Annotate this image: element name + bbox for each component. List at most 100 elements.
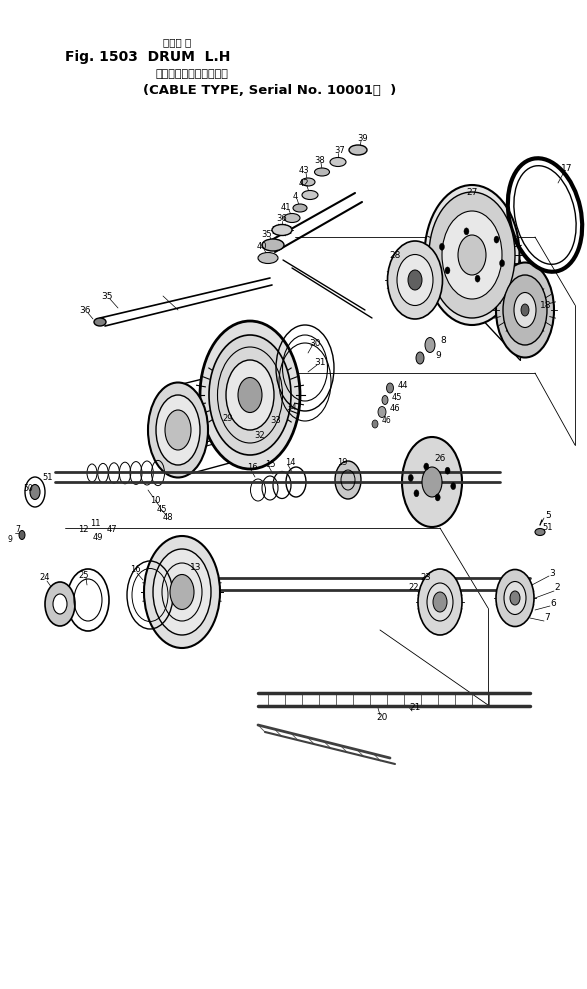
Ellipse shape: [144, 536, 220, 648]
Text: 36: 36: [79, 306, 91, 315]
Text: 9: 9: [435, 350, 441, 359]
Text: 22: 22: [409, 584, 419, 592]
Ellipse shape: [258, 252, 278, 263]
Text: 51: 51: [543, 523, 554, 532]
Ellipse shape: [335, 461, 361, 499]
Text: 8: 8: [440, 335, 446, 344]
Text: 15: 15: [265, 460, 275, 469]
Ellipse shape: [262, 239, 284, 251]
Ellipse shape: [330, 157, 346, 166]
Text: 50: 50: [23, 484, 33, 493]
Text: 46: 46: [390, 404, 400, 412]
Ellipse shape: [372, 420, 378, 428]
Text: 37: 37: [335, 145, 345, 154]
Ellipse shape: [301, 178, 315, 186]
Ellipse shape: [535, 528, 545, 535]
Text: 47: 47: [107, 525, 117, 534]
Ellipse shape: [418, 569, 462, 635]
Text: 6: 6: [550, 598, 556, 607]
Ellipse shape: [226, 360, 274, 430]
Text: Fig. 1503  DRUM  L.H: Fig. 1503 DRUM L.H: [65, 50, 230, 64]
Ellipse shape: [445, 267, 450, 274]
Text: 23: 23: [421, 574, 431, 583]
Text: 39: 39: [357, 134, 368, 142]
Text: (CABLE TYPE, Serial No. 10001～  ): (CABLE TYPE, Serial No. 10001～ ): [143, 83, 396, 97]
Ellipse shape: [387, 241, 443, 319]
Ellipse shape: [435, 494, 440, 501]
Ellipse shape: [382, 396, 388, 405]
Ellipse shape: [272, 225, 292, 235]
Text: 32: 32: [255, 430, 265, 439]
Text: 30: 30: [309, 338, 321, 347]
Ellipse shape: [148, 383, 208, 478]
Ellipse shape: [386, 383, 393, 393]
Ellipse shape: [500, 260, 505, 267]
Text: 16: 16: [130, 566, 140, 575]
Ellipse shape: [433, 592, 447, 612]
Text: 10: 10: [150, 495, 160, 504]
Text: 18: 18: [540, 301, 552, 310]
Text: 45: 45: [157, 505, 167, 514]
Ellipse shape: [451, 483, 456, 490]
Text: 49: 49: [93, 533, 103, 543]
Ellipse shape: [209, 335, 291, 455]
Ellipse shape: [238, 378, 262, 412]
Text: 48: 48: [163, 513, 173, 522]
Ellipse shape: [284, 214, 300, 223]
Ellipse shape: [464, 227, 469, 234]
Text: 34: 34: [286, 403, 297, 411]
Text: 21: 21: [409, 703, 421, 712]
Ellipse shape: [302, 191, 318, 200]
Ellipse shape: [156, 395, 200, 465]
Ellipse shape: [397, 254, 433, 306]
Text: 7: 7: [544, 613, 550, 622]
Text: 31: 31: [314, 357, 326, 367]
Text: 41: 41: [281, 203, 291, 212]
Ellipse shape: [200, 321, 300, 469]
Ellipse shape: [442, 211, 502, 299]
Text: 35: 35: [101, 292, 113, 301]
Ellipse shape: [429, 192, 515, 318]
Ellipse shape: [94, 318, 106, 326]
Ellipse shape: [494, 236, 499, 243]
Ellipse shape: [19, 530, 25, 540]
Ellipse shape: [402, 437, 462, 527]
Ellipse shape: [422, 467, 442, 497]
Ellipse shape: [165, 410, 191, 450]
Ellipse shape: [424, 185, 519, 325]
Ellipse shape: [424, 463, 429, 470]
Text: （ケーブル式、適用号機: （ケーブル式、適用号機: [155, 69, 228, 79]
Text: 46: 46: [382, 415, 392, 424]
Ellipse shape: [30, 485, 40, 499]
Text: 40: 40: [257, 241, 267, 250]
Text: 36: 36: [276, 214, 288, 223]
Ellipse shape: [416, 352, 424, 364]
Ellipse shape: [293, 204, 307, 212]
Ellipse shape: [378, 406, 386, 417]
Text: 26: 26: [434, 454, 446, 463]
Text: 2: 2: [554, 584, 560, 592]
Text: ドラム 左: ドラム 左: [163, 37, 191, 47]
Text: 45: 45: [392, 393, 403, 402]
Ellipse shape: [53, 594, 67, 614]
Ellipse shape: [408, 270, 422, 290]
Text: 17: 17: [561, 163, 573, 172]
Text: 11: 11: [90, 519, 100, 528]
Text: 27: 27: [466, 188, 478, 197]
Ellipse shape: [153, 549, 211, 635]
Ellipse shape: [440, 243, 444, 250]
Ellipse shape: [425, 337, 435, 352]
Ellipse shape: [496, 570, 534, 626]
Text: 5: 5: [545, 510, 551, 519]
Text: 12: 12: [77, 525, 88, 534]
Text: 24: 24: [40, 574, 50, 583]
Ellipse shape: [496, 262, 554, 357]
Text: 29: 29: [222, 413, 233, 422]
Ellipse shape: [510, 591, 520, 605]
Ellipse shape: [315, 168, 329, 176]
Ellipse shape: [445, 467, 450, 474]
Ellipse shape: [170, 575, 194, 609]
Ellipse shape: [349, 145, 367, 155]
Ellipse shape: [427, 583, 453, 621]
Text: 9: 9: [8, 535, 12, 545]
